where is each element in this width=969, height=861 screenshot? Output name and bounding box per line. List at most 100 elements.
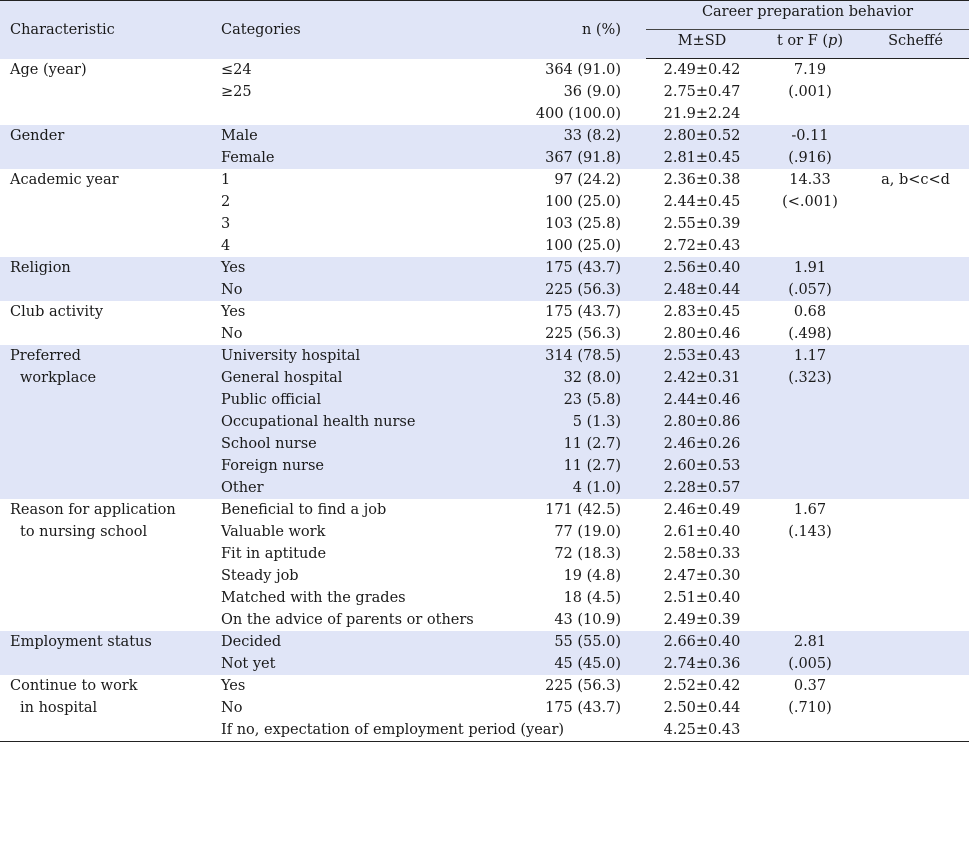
n-percent-value: 364 (91.0) (545, 61, 621, 78)
n-percent-value: 225 (56.3) (545, 326, 621, 342)
category-label: General hospital (221, 370, 343, 386)
n-percent-value: 225 (56.3) (545, 282, 621, 298)
characteristic-label: Club activity (10, 304, 104, 320)
n-percent-cell: 364 (91.0) 36 (9.0) 400 (100.0) (510, 59, 646, 126)
msd-value: 2.49±0.39 (663, 612, 741, 628)
category-label: 1 (221, 172, 231, 188)
msd-value: 2.46±0.49 (663, 502, 741, 518)
t-or-f-cell: 1.91 (.057) (758, 257, 862, 301)
scheffe-cell (862, 675, 969, 742)
msd-cell: 2.66±0.40 2.74±0.36 (646, 631, 758, 675)
categories-cell: Yes No (210, 257, 510, 301)
n-percent-cell: 171 (42.5) 77 (19.0) 72 (18.3) 19 (4.8) 18 (… (510, 499, 646, 631)
career-preparation-table: Characteristic Categories n (%) Career p… (0, 0, 969, 742)
msd-value: 2.83±0.45 (663, 304, 741, 320)
category-label: Yes (221, 304, 246, 320)
msd-value: 2.36±0.38 (663, 172, 741, 188)
category-label: 4 (221, 238, 231, 254)
category-label: On the advice of parents or others (221, 612, 474, 628)
msd-value: 4.25±0.43 (663, 722, 741, 738)
characteristic-label: Religion (10, 260, 71, 276)
categories-cell: Yes No If no, expectation of employment pe… (210, 675, 565, 742)
category-label: Public official (221, 392, 322, 408)
characteristic-cell: Continue to work in hospital (0, 675, 210, 742)
msd-value: 2.80±0.86 (663, 414, 741, 430)
test-statistic-value: 2.81 (793, 634, 827, 650)
n-percent-cell: 55 (55.0) 45 (45.0) (510, 631, 646, 675)
n-percent-value: 11 (2.7) (563, 458, 621, 474)
characteristic-label: Continue to work (10, 678, 138, 694)
table-row: Religion Yes No 175 (43.7) 225 (56.3) 2.56±0.… (0, 257, 969, 301)
n-percent-cell: 314 (78.5) 32 (8.0) 23 (5.8) 5 (1.3) 11 (2.7… (510, 345, 646, 499)
characteristic-label: workplace (20, 370, 97, 386)
category-label: No (221, 282, 243, 298)
header-tf-p: p (828, 33, 838, 49)
header-categories: Categories (210, 0, 510, 59)
test-statistic-value: (.323) (788, 370, 832, 386)
t-or-f-cell: 1.17 (.323) (758, 345, 862, 499)
header-characteristic: Characteristic (0, 0, 210, 59)
table-row: Continue to work in hospital Yes No If no, e… (0, 675, 969, 742)
msd-value: 21.9±2.24 (663, 106, 741, 122)
n-percent-cell: 175 (43.7) 225 (56.3) (510, 257, 646, 301)
category-label: ≤24 (221, 61, 252, 78)
test-statistic-value: 1.91 (793, 260, 827, 276)
characteristic-cell: Reason for application to nursing school (0, 499, 210, 631)
characteristic-label: Preferred (10, 348, 81, 364)
msd-value: 2.46±0.26 (663, 436, 741, 452)
test-statistic-value: 0.37 (793, 678, 827, 694)
table-row: Gender Male Female 33 (8.2) 367 (91.8) 2.80±0… (0, 125, 969, 169)
category-label: 3 (221, 216, 231, 232)
table-row: Reason for application to nursing school B… (0, 499, 969, 631)
header-career-preparation-behavior: Career preparation behavior (646, 0, 969, 30)
n-percent-value: 175 (43.7) (545, 304, 621, 320)
msd-value: 2.48±0.44 (663, 282, 741, 298)
n-percent-value: 175 (43.7) (545, 260, 621, 276)
table-row: Academic year 1 2 3 4 97 (24.2) 100 (25.0) 103 … (0, 169, 969, 257)
n-percent-value: 314 (78.5) (545, 348, 621, 364)
msd-value: 2.61±0.40 (663, 524, 741, 540)
table-body: Age (year) ≤24 ≥25 364 (91.0) 36 (9.0) 400 (… (0, 59, 969, 742)
msd-value: 2.28±0.57 (663, 480, 741, 496)
category-label: If no, expectation of employment period … (221, 722, 565, 738)
test-statistic-value: (.001) (788, 84, 832, 100)
msd-cell: 2.52±0.42 2.50±0.44 4.25±0.43 (646, 675, 758, 742)
table-row: Club activity Yes No 175 (43.7) 225 (56.3) 2.… (0, 301, 969, 345)
n-percent-cell: 33 (8.2) 367 (91.8) (510, 125, 646, 169)
msd-cell: 2.36±0.38 2.44±0.45 2.55±0.39 2.72±0.43 (646, 169, 758, 257)
t-or-f-cell: -0.11 (.916) (758, 125, 862, 169)
msd-value: 2.56±0.40 (663, 260, 741, 276)
category-label: Steady job (221, 568, 299, 584)
categories-cell: 1 2 3 4 (210, 169, 510, 257)
category-label: Other (221, 480, 264, 496)
msd-cell: 2.83±0.45 2.80±0.46 (646, 301, 758, 345)
category-label: ≥25 (221, 83, 252, 100)
scheffe-cell (862, 499, 969, 631)
scheffe-cell: a, b<c<d (862, 169, 969, 257)
characteristic-label: in hospital (20, 700, 98, 716)
msd-value: 2.80±0.46 (663, 326, 741, 342)
characteristic-cell: Academic year (0, 169, 210, 257)
header-n-percent: n (%) (510, 0, 646, 59)
table-row: Preferred workplace University hospital Gen… (0, 345, 969, 499)
n-percent-value: 18 (4.5) (563, 590, 621, 606)
n-percent-cell: 225 (56.3) 175 (43.7) (510, 675, 646, 742)
n-percent-value: 11 (2.7) (563, 436, 621, 452)
msd-value: 2.66±0.40 (663, 634, 741, 650)
scheffe-value: a, b<c<d (881, 172, 950, 188)
table-row: Employment status Decided Not yet 55 (55.0)… (0, 631, 969, 675)
category-label: Occupational health nurse (221, 414, 416, 430)
n-percent-value: 100 (25.0) (545, 238, 621, 254)
categories-cell: University hospital General hospital Publi… (210, 345, 510, 499)
category-label: Fit in aptitude (221, 546, 327, 562)
header-msd: M±SD (646, 29, 758, 59)
msd-value: 2.75±0.47 (663, 84, 741, 100)
msd-value: 2.52±0.42 (663, 678, 741, 694)
test-statistic-value: (.057) (788, 282, 832, 298)
category-label: Female (221, 150, 275, 166)
characteristic-cell: Gender (0, 125, 210, 169)
n-percent-value: 36 (9.0) (563, 83, 621, 100)
n-percent-value: 55 (55.0) (554, 634, 621, 650)
category-label: 2 (221, 194, 231, 210)
n-percent-value: 171 (42.5) (545, 502, 621, 518)
